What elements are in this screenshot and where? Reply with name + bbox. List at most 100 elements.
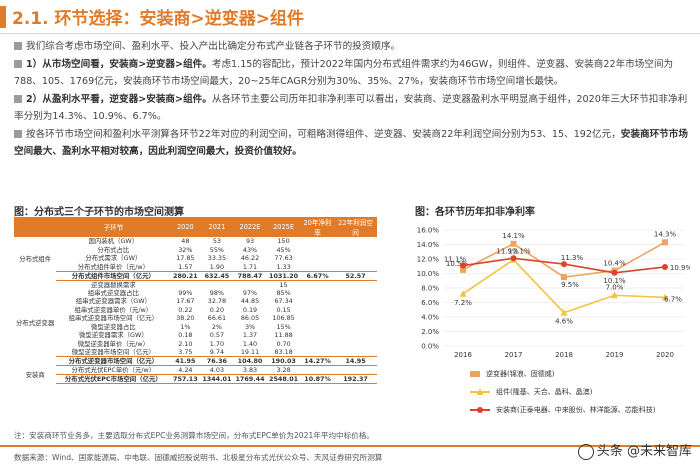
table-cell: 6.67% — [300, 270, 335, 281]
table-cell: 55% — [209, 245, 224, 254]
table-cell: 微型逆变器需求（GW） — [78, 331, 148, 340]
data-label: 7.2% — [454, 299, 472, 307]
table-cell: 67.34 — [274, 297, 293, 306]
table-cell: 0.18 — [178, 331, 193, 340]
data-label: 4.6% — [555, 318, 573, 326]
table-cell: 分布式需求（GW） — [85, 254, 142, 263]
table-cell: 10.87% — [300, 374, 335, 384]
table-row: 组串式逆变器单价（元/w） 0.22 0.20 0.19 0.15 — [14, 306, 377, 315]
table-cell — [335, 246, 377, 255]
data-label: 14.1% — [502, 232, 525, 240]
legend-swatch — [470, 388, 490, 396]
table-cell: 150 — [277, 237, 290, 246]
market-size-table: 子环节 2020 2021 2022E 2025E 20年净利率 22年利润空间 分布式组件 国… — [14, 217, 377, 384]
table-cell: 3.83 — [242, 366, 258, 374]
table-cell: 3.75 — [178, 348, 193, 356]
table-cell — [335, 366, 377, 375]
table-cell — [335, 254, 377, 263]
table-cell: 1031.20 — [266, 270, 301, 281]
table-cell — [233, 280, 266, 289]
table-row: 分布式占比 32% 55% 43% 45% — [14, 246, 377, 255]
x-tick-label: 2020 — [656, 351, 674, 359]
x-tick-label: 2016 — [454, 351, 472, 359]
table-cell: 46.22 — [240, 254, 260, 263]
data-point — [510, 240, 517, 247]
data-point — [510, 255, 517, 262]
table-cell: 19.11 — [240, 348, 260, 356]
table-row: 微型逆变器市场空间（亿元） 3.75 9.74 19.11 83.18 — [14, 348, 377, 357]
table-cell: 14.27% — [300, 356, 335, 366]
bullet-0-text: 我们综合考虑市场空间、盈利水平、投入产出比确定分布式产业链各子环节的投资顺序。 — [26, 41, 401, 52]
table-cell: 1344.01 — [200, 374, 234, 384]
legend-label: 组件(隆基、天合、晶科、晶澳) — [496, 388, 593, 396]
bullet-square-icon — [14, 94, 22, 103]
table-cell — [335, 314, 377, 323]
bullet-list: 我们综合考虑市场空间、盈利水平、投入产出比确定分布式产业链各子环节的投资顺序。 … — [14, 38, 690, 161]
table-cell: 0.22 — [178, 305, 193, 314]
data-point — [611, 269, 618, 276]
table-cell: 分布式占比 — [97, 245, 130, 254]
table-cell: 3.28 — [276, 366, 291, 374]
table-cell: 104.80 — [233, 356, 267, 366]
table-header-cell: 2022E — [233, 217, 267, 237]
table-cell: 1.40 — [242, 339, 258, 348]
table-cell: 53 — [212, 237, 221, 246]
table-cell: 15 — [279, 280, 288, 289]
table-cell: 48 — [181, 237, 190, 246]
data-point — [460, 262, 466, 269]
table-cell: 组串式逆变器单价（元/w） — [74, 305, 153, 314]
table-cell: 280.21 — [170, 270, 201, 281]
table-row: 安装商 分布式光伏EPC单价（元/w） 4.24 4.03 3.83 3.28 — [14, 366, 377, 379]
table-cell — [301, 340, 335, 349]
table-row: 分布式组件市场空间（亿元） 280.21 632.45 788.47 1031.20 6.… — [14, 270, 377, 281]
data-label: 12.1% — [508, 247, 531, 255]
table-cell — [301, 263, 335, 272]
table-cell: 分布式组件单价（元/w） — [77, 262, 149, 271]
table-cell — [335, 237, 377, 246]
table-row: 组串式逆变器市场空间（亿元） 38.20 66.61 86.05 106.85 — [14, 314, 377, 323]
table-cell: 2.10 — [178, 339, 193, 348]
table-note: 注：安装商环节业务多，主要选取分布式EPC业务测算市场空间，分布式EPC单价为2… — [14, 431, 375, 440]
bullet-2: 2）从盈利水平看，逆变器>安装商>组件。从各环节主要公司历年扣非净利率可以看出，… — [14, 91, 690, 126]
table-cell — [301, 366, 335, 375]
legend-item: 组件(隆基、天合、晶科、晶澳) — [470, 383, 655, 401]
bullet-3-text: 按各环节市场空间和盈利水平测算各环节22年对应的利润空间，可粗略测得组件、逆变器… — [26, 128, 621, 140]
table-cell: 1.33 — [276, 262, 291, 271]
table-row: 分布式光伏EPC市场空间（亿元） 757.13 1344.01 1769.44 2548… — [14, 374, 377, 384]
data-point — [661, 293, 669, 301]
bullet-2-strong: 2）从盈利水平看，逆变器>安装商>组件。 — [26, 93, 212, 105]
bullet-square-icon — [14, 59, 22, 68]
data-point — [662, 239, 668, 246]
y-tick-label: 4.0% — [421, 314, 439, 322]
table-cell: 106.85 — [272, 314, 295, 323]
table-cell: 632.45 — [200, 270, 234, 281]
table-cell: 66.61 — [207, 314, 227, 323]
table-row: 分布式需求（GW） 17.85 33.35 46.22 77.63 — [14, 254, 377, 263]
chart-title: 图：各环节历年扣非净利率 — [415, 207, 535, 218]
table-cell: 52.57 — [334, 270, 377, 281]
table-cell: 2548.01 — [266, 374, 301, 384]
table-cell — [301, 306, 335, 315]
y-tick-label: 10.0% — [417, 270, 440, 278]
table-title: 图：分布式三个子环节的市场空间测算 — [14, 207, 184, 218]
table-cell: 0.70 — [276, 339, 291, 348]
table-cell: 190.03 — [266, 356, 301, 366]
y-tick-label: 16.0% — [417, 227, 440, 235]
table-cell: 83.18 — [274, 348, 293, 356]
table-row: 分布式组件单价（元/w） 1.57 1.90 1.71 1.33 — [14, 263, 377, 272]
table-cell: 2% — [211, 322, 222, 331]
data-point — [459, 290, 467, 297]
data-source: 数据来源：Wind、国家能源局、中电联、固德威招股说明书、北极星分布式光伏公众号… — [0, 445, 700, 467]
table-cell: 微型逆变器市场空间（亿元） — [71, 348, 155, 356]
x-tick-label: 2018 — [555, 351, 573, 359]
table-cell — [170, 280, 200, 289]
table-row: 微型逆变器占比 1% 2% 3% 15% — [14, 323, 377, 332]
data-label: 14.3% — [654, 230, 677, 238]
bullet-square-icon — [14, 42, 22, 50]
data-point — [561, 261, 567, 268]
table-cell: 0.57 — [209, 331, 225, 340]
data-point — [561, 274, 567, 281]
table-header-cell: 22年利润空间 — [334, 217, 377, 237]
table-row: 分布式组件 国内装机（GW） 48 53 93 150 — [14, 237, 377, 262]
table-cell: 1.71 — [242, 262, 258, 271]
